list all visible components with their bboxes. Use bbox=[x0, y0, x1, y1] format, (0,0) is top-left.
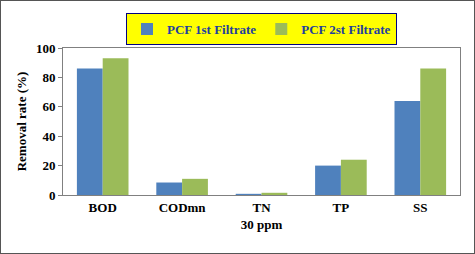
svg-text:SS: SS bbox=[413, 200, 427, 215]
svg-text:CODmn: CODmn bbox=[159, 200, 207, 215]
svg-text:60: 60 bbox=[42, 99, 55, 114]
svg-text:20: 20 bbox=[42, 158, 55, 173]
svg-text:BOD: BOD bbox=[89, 200, 117, 215]
svg-text:TN30 ppm: TN30 ppm bbox=[241, 200, 283, 232]
svg-text:TP: TP bbox=[333, 200, 350, 215]
svg-text:Removal rate (%): Removal rate (%) bbox=[14, 72, 29, 172]
svg-text:PCF 1st Filtrate: PCF 1st Filtrate bbox=[167, 22, 256, 37]
svg-text:40: 40 bbox=[42, 129, 55, 144]
svg-text:100: 100 bbox=[36, 41, 56, 56]
svg-text:0: 0 bbox=[49, 188, 56, 203]
svg-text:PCF 2st Filtrate: PCF 2st Filtrate bbox=[301, 22, 390, 37]
svg-text:80: 80 bbox=[42, 70, 55, 85]
